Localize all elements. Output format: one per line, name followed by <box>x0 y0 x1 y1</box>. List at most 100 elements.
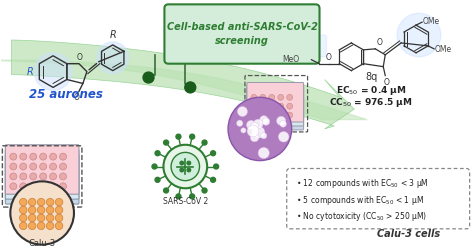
Circle shape <box>46 206 54 214</box>
Text: OMe: OMe <box>423 17 440 26</box>
Circle shape <box>10 173 17 180</box>
Circle shape <box>50 183 56 190</box>
Text: 25 aurones: 25 aurones <box>29 88 103 101</box>
Circle shape <box>269 94 275 100</box>
Circle shape <box>40 153 46 160</box>
Circle shape <box>228 97 292 161</box>
Circle shape <box>155 177 160 182</box>
Circle shape <box>20 163 27 170</box>
Circle shape <box>210 151 216 156</box>
Circle shape <box>237 120 243 126</box>
Circle shape <box>60 153 66 160</box>
Text: R: R <box>27 66 33 77</box>
Text: O: O <box>74 93 80 102</box>
Circle shape <box>258 147 269 159</box>
Circle shape <box>280 121 286 127</box>
Circle shape <box>171 152 200 181</box>
Circle shape <box>176 134 181 139</box>
Circle shape <box>246 120 255 129</box>
Circle shape <box>37 198 45 206</box>
Circle shape <box>19 214 27 222</box>
Circle shape <box>252 130 257 136</box>
Circle shape <box>185 82 196 93</box>
Text: • 12 compounds with EC$_{50}$ < 3 μM: • 12 compounds with EC$_{50}$ < 3 μM <box>296 177 428 190</box>
Circle shape <box>46 214 54 222</box>
FancyBboxPatch shape <box>283 35 327 57</box>
Circle shape <box>210 177 216 182</box>
Circle shape <box>397 13 441 57</box>
Circle shape <box>262 118 270 125</box>
Circle shape <box>202 188 207 193</box>
Circle shape <box>278 94 284 100</box>
Circle shape <box>20 183 27 190</box>
Circle shape <box>30 153 36 160</box>
Circle shape <box>60 183 66 190</box>
Text: • No cytotoxicity (CC$_{50}$ > 250 μM): • No cytotoxicity (CC$_{50}$ > 250 μM) <box>296 210 427 223</box>
Circle shape <box>10 183 17 190</box>
Circle shape <box>10 153 17 160</box>
Text: Calu-3 cells: Calu-3 cells <box>377 229 440 239</box>
Circle shape <box>214 164 219 169</box>
Circle shape <box>251 103 257 109</box>
Circle shape <box>40 173 46 180</box>
Circle shape <box>143 72 154 83</box>
Circle shape <box>28 214 36 222</box>
Text: O: O <box>383 77 389 87</box>
Circle shape <box>40 163 46 170</box>
Text: CC$_{50}$ = 976.5 μM: CC$_{50}$ = 976.5 μM <box>329 96 413 109</box>
FancyBboxPatch shape <box>5 155 79 204</box>
FancyBboxPatch shape <box>247 84 304 126</box>
Circle shape <box>260 112 266 118</box>
Circle shape <box>251 94 257 100</box>
Circle shape <box>28 198 36 206</box>
Circle shape <box>19 222 27 230</box>
Text: O: O <box>77 53 83 62</box>
Circle shape <box>152 164 157 169</box>
Text: 8q: 8q <box>365 71 377 81</box>
Text: Calu-3: Calu-3 <box>28 239 56 248</box>
Circle shape <box>253 126 265 138</box>
Text: EC$_{50}$ = 0.4 μM: EC$_{50}$ = 0.4 μM <box>336 84 407 97</box>
Circle shape <box>28 206 36 214</box>
Circle shape <box>40 183 46 190</box>
Circle shape <box>20 173 27 180</box>
Circle shape <box>260 116 268 124</box>
Circle shape <box>37 222 45 230</box>
Text: • 5 compounds with EC$_{50}$ < 1 μM: • 5 compounds with EC$_{50}$ < 1 μM <box>296 194 424 207</box>
FancyBboxPatch shape <box>5 150 79 199</box>
Circle shape <box>55 214 63 222</box>
Circle shape <box>10 181 74 245</box>
FancyBboxPatch shape <box>247 86 304 130</box>
Circle shape <box>179 168 184 173</box>
Circle shape <box>202 140 207 145</box>
Circle shape <box>241 128 246 133</box>
FancyBboxPatch shape <box>287 169 470 229</box>
Circle shape <box>60 163 66 170</box>
Circle shape <box>37 214 45 222</box>
Circle shape <box>186 168 191 173</box>
Circle shape <box>269 112 275 118</box>
Circle shape <box>97 42 128 73</box>
Circle shape <box>50 163 56 170</box>
FancyBboxPatch shape <box>164 4 319 64</box>
Circle shape <box>250 123 259 131</box>
Circle shape <box>34 53 72 90</box>
Text: R: R <box>109 30 116 40</box>
Text: O: O <box>325 53 331 62</box>
Circle shape <box>287 112 292 118</box>
Circle shape <box>269 103 275 109</box>
Circle shape <box>155 151 160 156</box>
Text: OMe: OMe <box>435 45 452 54</box>
Circle shape <box>237 107 247 117</box>
Circle shape <box>278 112 284 118</box>
Circle shape <box>179 161 184 166</box>
Text: O: O <box>376 38 382 47</box>
Circle shape <box>251 112 257 118</box>
FancyBboxPatch shape <box>247 82 304 122</box>
Circle shape <box>260 94 266 100</box>
Circle shape <box>261 133 267 139</box>
Circle shape <box>287 94 292 100</box>
Circle shape <box>276 116 286 125</box>
Circle shape <box>28 222 36 230</box>
Circle shape <box>164 188 169 193</box>
